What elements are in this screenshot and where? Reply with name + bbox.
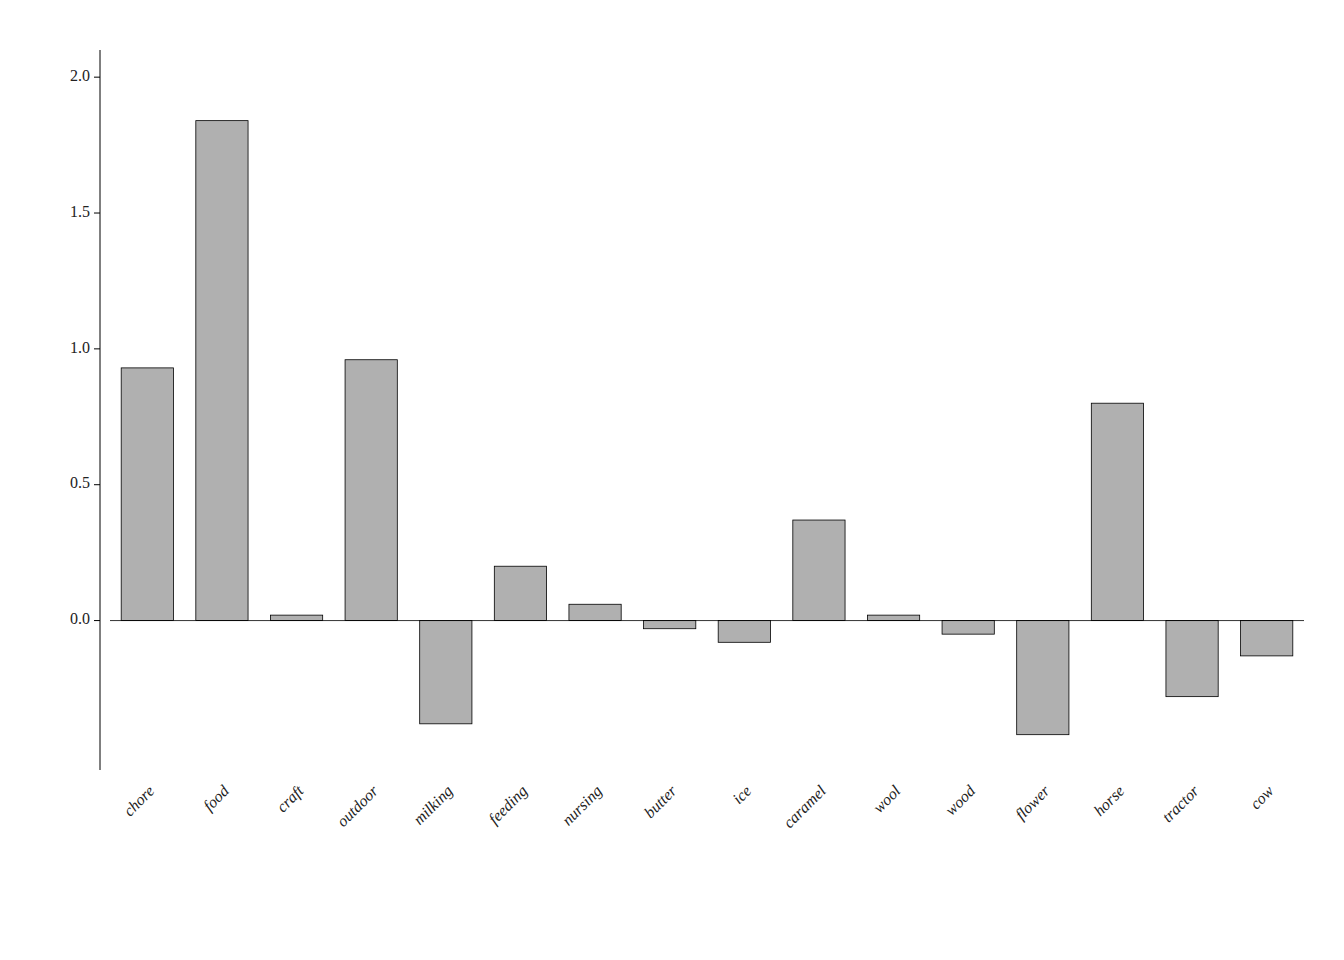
bar — [1241, 621, 1293, 656]
x-tick-label: craft — [273, 782, 307, 816]
bar — [345, 360, 397, 621]
chart-svg: 0.0 0.5 1.0 1.5 2.0 chore food craft outdoor milk… — [0, 0, 1344, 960]
bar — [1166, 621, 1218, 697]
zero-line — [110, 620, 1304, 621]
x-tick-label: ice — [729, 782, 754, 807]
y-tick-label: 0.5 — [70, 474, 90, 491]
y-tick — [94, 484, 100, 485]
bar — [1017, 621, 1069, 735]
x-tick-label: outdoor — [333, 781, 381, 829]
x-tick-label: food — [200, 781, 234, 815]
y-axis-line — [100, 50, 101, 770]
bar — [270, 615, 322, 620]
x-tick-label: chore — [120, 782, 157, 819]
bar — [644, 621, 696, 629]
chart-container: 0.0 0.5 1.0 1.5 2.0 chore food craft outdoor milk… — [0, 0, 1344, 960]
x-tick-label: butter — [641, 781, 681, 821]
x-tick-label: flower — [1012, 781, 1054, 823]
x-tick-label: wool — [870, 782, 904, 816]
bar — [1091, 403, 1143, 620]
x-tick-label: horse — [1090, 782, 1127, 819]
bar — [121, 368, 173, 621]
y-tick — [94, 620, 100, 621]
y-tick-label: 2.0 — [70, 67, 90, 84]
y-tick — [94, 213, 100, 214]
bar — [942, 621, 994, 635]
bar — [196, 121, 248, 621]
bar — [420, 621, 472, 724]
bar — [718, 621, 770, 643]
x-tick-label: feeding — [485, 782, 531, 828]
bar — [494, 566, 546, 620]
x-tick-label: caramel — [780, 782, 829, 831]
y-tick-label: 1.5 — [70, 203, 90, 220]
bar — [569, 604, 621, 620]
y-tick-label: 0.0 — [70, 610, 90, 627]
x-tick-label: cow — [1246, 782, 1276, 812]
bars — [121, 121, 1293, 735]
y-tick — [94, 77, 100, 78]
x-tick-label: nursing — [559, 782, 606, 829]
x-tick-label: milking — [410, 782, 457, 829]
y-tick-label: 1.0 — [70, 339, 90, 356]
bar — [867, 615, 919, 620]
x-tick-label: wood — [942, 781, 979, 818]
y-tick — [94, 348, 100, 349]
x-tick-label: tractor — [1159, 781, 1203, 825]
bar — [793, 520, 845, 621]
